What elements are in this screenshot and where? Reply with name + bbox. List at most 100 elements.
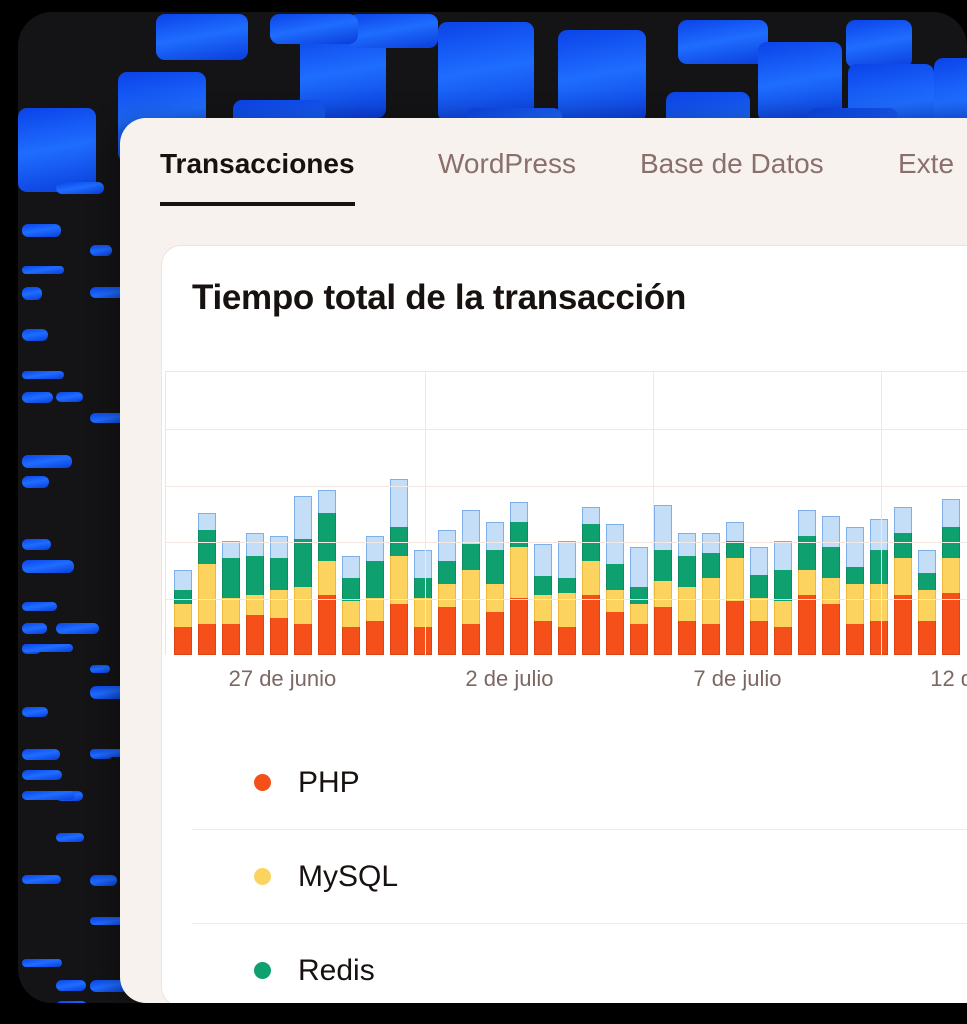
bar-stack[interactable]: [678, 532, 696, 655]
bar-stack[interactable]: [846, 527, 864, 655]
bar-segment-php: [462, 623, 480, 655]
bar-stack[interactable]: [366, 535, 384, 655]
bar-segment-otros: [294, 496, 312, 539]
bar-segment-redis: [750, 575, 768, 599]
bar-segment-php: [222, 623, 240, 655]
tab-wordpress[interactable]: WordPress: [438, 148, 576, 179]
bar-stack[interactable]: [390, 478, 408, 655]
bar-segment-otros: [438, 530, 456, 562]
bar-stack[interactable]: [222, 541, 240, 655]
decorative-block: [18, 108, 96, 192]
bar-segment-php: [942, 592, 960, 655]
decorative-block: [22, 266, 64, 274]
bar-stack[interactable]: [870, 518, 888, 655]
bar-segment-otros: [534, 544, 552, 576]
bar-segment-php: [774, 626, 792, 655]
bar-segment-php: [414, 626, 432, 655]
bar-stack[interactable]: [294, 496, 312, 655]
tab-base-de-datos[interactable]: Base de Datos: [640, 148, 824, 179]
x-axis-tick-label: 7 de julio: [693, 666, 782, 691]
decorative-block: [22, 392, 53, 403]
bar-segment-php: [702, 623, 720, 655]
bar-stack[interactable]: [246, 532, 264, 655]
legend-item-mysql[interactable]: MySQL: [192, 830, 967, 924]
legend-item-php[interactable]: PHP: [192, 736, 967, 830]
bar-segment-mysql: [894, 558, 912, 596]
decorative-block: [90, 665, 110, 673]
decorative-block: [22, 224, 61, 237]
decorative-block: [22, 707, 48, 717]
gridline-horizontal: [166, 428, 967, 430]
decorative-block: [90, 875, 117, 886]
bar-segment-otros: [390, 478, 408, 528]
bar-stack[interactable]: [534, 544, 552, 655]
bar-segment-php: [918, 620, 936, 655]
bar-segment-redis: [678, 555, 696, 587]
bar-segment-redis: [870, 549, 888, 585]
tab-exte[interactable]: Exte: [898, 148, 955, 179]
bar-stack[interactable]: [702, 532, 720, 655]
decorative-block: [22, 644, 73, 652]
bar-stack[interactable]: [774, 541, 792, 655]
bar-segment-redis: [606, 564, 624, 590]
bar-segment-php: [558, 626, 576, 655]
tab-transacciones[interactable]: Transacciones: [160, 148, 355, 206]
bar-segment-mysql: [174, 603, 192, 627]
bar-segment-otros: [174, 569, 192, 590]
bar-segment-otros: [510, 501, 528, 522]
bar-segment-mysql: [486, 584, 504, 613]
bar-stack[interactable]: [918, 549, 936, 655]
decorative-block: [56, 392, 83, 402]
bar-segment-mysql: [654, 581, 672, 607]
decorative-block: [270, 14, 358, 44]
bar-stack[interactable]: [510, 501, 528, 655]
bar-stack[interactable]: [318, 490, 336, 655]
decorative-block: [22, 329, 48, 341]
bar-stack[interactable]: [438, 530, 456, 655]
bar-segment-php: [318, 595, 336, 655]
bar-segment-redis: [366, 561, 384, 599]
tab-bar: Transacciones WordPress Base de Datos Exte: [120, 118, 967, 228]
bar-stack[interactable]: [582, 507, 600, 655]
bar-stack[interactable]: [726, 521, 744, 655]
bar-segment-mysql: [846, 584, 864, 624]
bar-stack[interactable]: [486, 521, 504, 655]
bar-stack[interactable]: [606, 524, 624, 655]
bar-segment-redis: [822, 547, 840, 579]
bar-stack[interactable]: [630, 547, 648, 655]
bar-segment-otros: [222, 541, 240, 559]
bar-stack[interactable]: [798, 510, 816, 655]
bar-segment-mysql: [774, 601, 792, 627]
bar-segment-redis: [534, 575, 552, 596]
bar-stack[interactable]: [750, 547, 768, 655]
bar-segment-redis: [462, 544, 480, 570]
bar-segment-mysql: [222, 598, 240, 624]
bar-stack[interactable]: [198, 513, 216, 655]
bar-segment-otros: [726, 521, 744, 542]
bar-segment-otros: [198, 513, 216, 531]
bar-stack[interactable]: [414, 549, 432, 655]
bar-stack[interactable]: [174, 569, 192, 655]
bar-stack[interactable]: [270, 535, 288, 655]
bar-stack[interactable]: [822, 515, 840, 655]
bar-stack[interactable]: [942, 498, 960, 655]
decorative-block: [90, 686, 126, 699]
bar-segment-mysql: [342, 601, 360, 627]
bar-stack[interactable]: [894, 507, 912, 655]
bar-stack[interactable]: [342, 555, 360, 655]
bar-segment-otros: [750, 547, 768, 576]
bar-stack[interactable]: [462, 510, 480, 655]
legend-item-redis[interactable]: Redis: [192, 924, 967, 1003]
bar-stack[interactable]: [558, 541, 576, 655]
decorative-block: [90, 287, 142, 298]
bar-segment-redis: [174, 589, 192, 604]
bar-segment-mysql: [918, 589, 936, 621]
bar-segment-otros: [774, 541, 792, 570]
decorative-block: [22, 602, 57, 611]
gridline-horizontal: [166, 485, 967, 487]
decorative-block: [22, 959, 62, 967]
bar-segment-mysql: [798, 569, 816, 596]
bar-segment-php: [342, 626, 360, 655]
bar-stack[interactable]: [654, 504, 672, 655]
dashboard-card: Transacciones WordPress Base de Datos Exte …: [120, 118, 967, 1003]
